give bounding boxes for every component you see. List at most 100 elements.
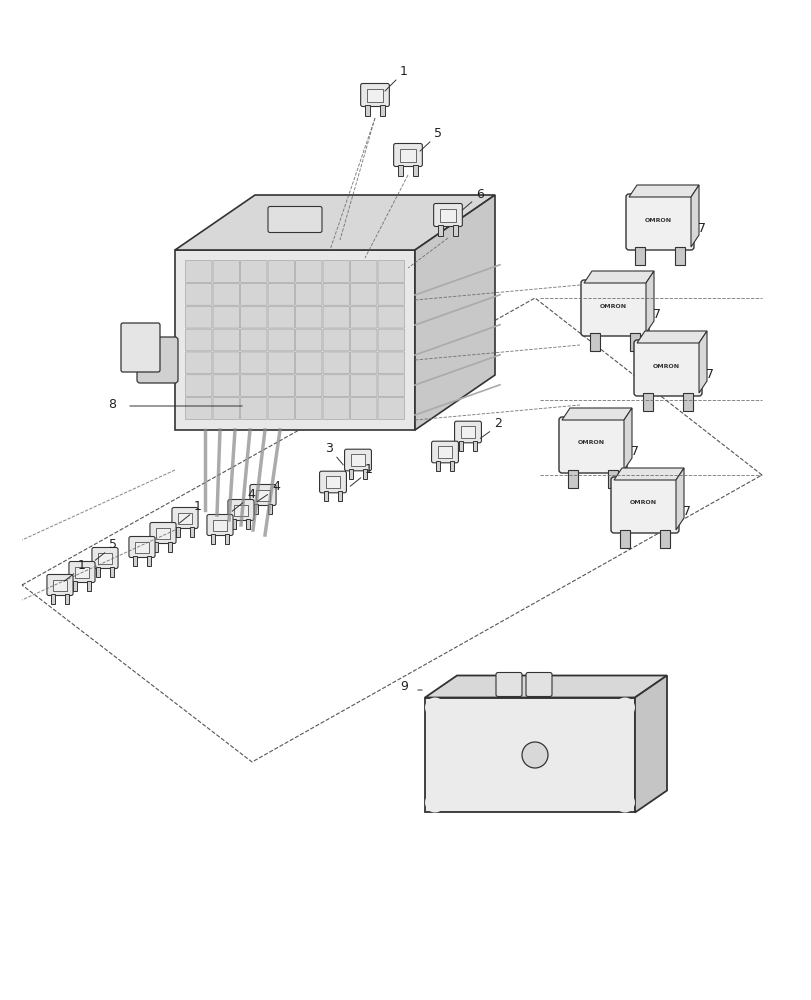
Text: 2: 2 <box>493 417 501 430</box>
FancyBboxPatch shape <box>121 323 160 372</box>
FancyBboxPatch shape <box>212 398 239 420</box>
Polygon shape <box>636 331 706 343</box>
Polygon shape <box>176 526 180 537</box>
Polygon shape <box>436 461 440 471</box>
Polygon shape <box>147 556 151 566</box>
Text: 1: 1 <box>78 559 86 572</box>
Polygon shape <box>380 105 384 116</box>
FancyBboxPatch shape <box>47 574 73 595</box>
Text: 9: 9 <box>400 680 407 693</box>
FancyBboxPatch shape <box>378 306 404 328</box>
FancyBboxPatch shape <box>625 194 693 250</box>
Bar <box>460 426 475 438</box>
Bar <box>350 454 365 466</box>
FancyBboxPatch shape <box>350 329 376 351</box>
FancyBboxPatch shape <box>320 471 346 493</box>
FancyBboxPatch shape <box>185 352 212 374</box>
Polygon shape <box>607 470 617 488</box>
Polygon shape <box>583 271 653 283</box>
Bar <box>234 504 247 516</box>
Polygon shape <box>424 676 666 698</box>
FancyBboxPatch shape <box>212 329 239 351</box>
Bar <box>325 476 340 488</box>
Polygon shape <box>690 185 698 247</box>
Bar <box>98 552 112 564</box>
Polygon shape <box>51 593 55 604</box>
Text: 4: 4 <box>272 480 280 493</box>
FancyBboxPatch shape <box>240 283 267 305</box>
Polygon shape <box>397 165 402 176</box>
Text: 7: 7 <box>630 445 638 458</box>
Polygon shape <box>167 542 172 552</box>
Text: OMRON: OMRON <box>651 363 679 368</box>
FancyBboxPatch shape <box>137 337 178 383</box>
FancyBboxPatch shape <box>185 306 212 328</box>
Text: OMRON: OMRON <box>577 440 604 446</box>
Bar <box>135 542 149 552</box>
FancyBboxPatch shape <box>393 144 422 167</box>
Bar <box>75 566 89 578</box>
FancyBboxPatch shape <box>228 499 254 520</box>
FancyBboxPatch shape <box>92 548 118 568</box>
Polygon shape <box>561 408 631 420</box>
Polygon shape <box>225 534 229 544</box>
Polygon shape <box>175 250 414 430</box>
FancyBboxPatch shape <box>496 672 521 696</box>
Polygon shape <box>634 247 644 265</box>
FancyBboxPatch shape <box>295 352 322 374</box>
Polygon shape <box>232 518 236 529</box>
FancyBboxPatch shape <box>378 329 404 351</box>
Polygon shape <box>73 580 77 591</box>
FancyBboxPatch shape <box>360 84 388 107</box>
FancyBboxPatch shape <box>295 329 322 351</box>
Polygon shape <box>65 593 69 604</box>
FancyBboxPatch shape <box>240 352 267 374</box>
Polygon shape <box>453 225 457 236</box>
Polygon shape <box>613 468 683 480</box>
Polygon shape <box>676 468 683 530</box>
FancyBboxPatch shape <box>268 283 294 305</box>
Bar <box>399 149 416 162</box>
FancyBboxPatch shape <box>129 536 155 558</box>
FancyBboxPatch shape <box>295 306 322 328</box>
Polygon shape <box>629 185 698 197</box>
FancyBboxPatch shape <box>350 283 376 305</box>
FancyBboxPatch shape <box>378 260 404 282</box>
Polygon shape <box>109 566 114 577</box>
FancyBboxPatch shape <box>212 375 239 397</box>
Polygon shape <box>682 393 692 411</box>
Polygon shape <box>642 393 652 411</box>
Text: OMRON: OMRON <box>599 304 626 308</box>
Text: OMRON: OMRON <box>629 500 656 506</box>
Polygon shape <box>175 195 495 250</box>
Polygon shape <box>623 408 631 470</box>
Circle shape <box>614 698 634 717</box>
Text: 7: 7 <box>697 222 705 235</box>
FancyBboxPatch shape <box>323 352 349 374</box>
Text: 6: 6 <box>475 188 483 201</box>
FancyBboxPatch shape <box>150 522 176 544</box>
Polygon shape <box>363 469 367 479</box>
Text: 8: 8 <box>108 398 116 411</box>
Polygon shape <box>324 491 328 501</box>
Polygon shape <box>634 676 666 812</box>
Circle shape <box>424 698 444 717</box>
FancyBboxPatch shape <box>350 306 376 328</box>
FancyBboxPatch shape <box>268 260 294 282</box>
Bar <box>367 89 383 102</box>
FancyBboxPatch shape <box>378 283 404 305</box>
FancyBboxPatch shape <box>323 329 349 351</box>
Polygon shape <box>154 542 158 552</box>
FancyBboxPatch shape <box>378 375 404 397</box>
FancyBboxPatch shape <box>240 329 267 351</box>
FancyBboxPatch shape <box>172 508 198 528</box>
FancyBboxPatch shape <box>185 329 212 351</box>
Polygon shape <box>568 470 577 488</box>
FancyBboxPatch shape <box>526 672 551 696</box>
FancyBboxPatch shape <box>212 352 239 374</box>
Bar <box>178 512 192 524</box>
FancyBboxPatch shape <box>433 204 461 227</box>
FancyBboxPatch shape <box>207 514 233 536</box>
FancyBboxPatch shape <box>268 398 294 420</box>
FancyBboxPatch shape <box>268 207 322 232</box>
